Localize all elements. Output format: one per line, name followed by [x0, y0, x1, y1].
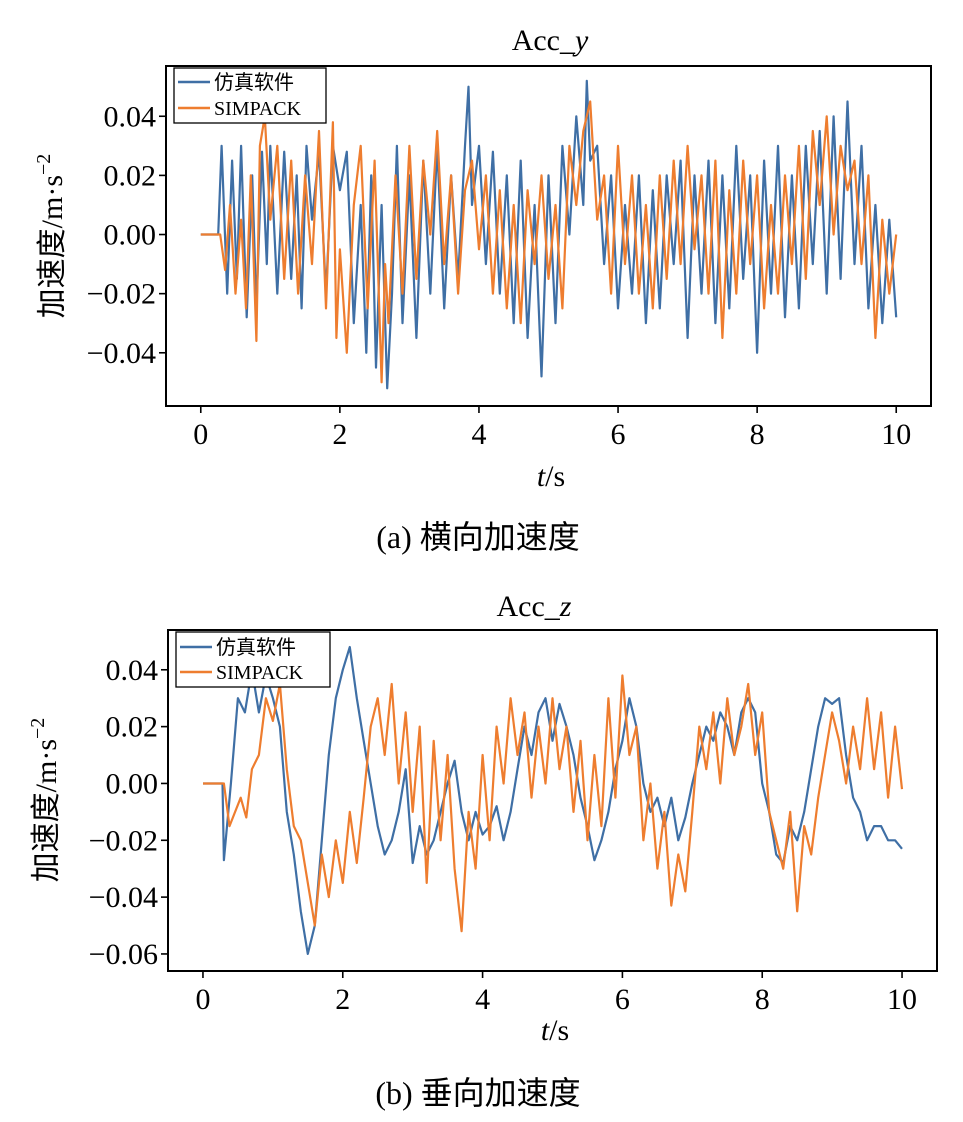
x-tick-label: 6: [615, 983, 630, 1016]
x-tick-label: 10: [881, 418, 911, 451]
y-tick-label: −0.06: [89, 938, 158, 971]
legend: 仿真软件 SIMPACK: [173, 67, 327, 124]
legend-label-sim: 仿真软件: [216, 636, 296, 659]
chart-title: Acc_y: [512, 24, 589, 57]
y-tick-label: 0.00: [106, 767, 159, 800]
x-tick-label: 8: [755, 983, 770, 1016]
legend-label-sim: 仿真软件: [214, 71, 294, 94]
x-tick-label: 2: [335, 983, 350, 1016]
y-tick-label: −0.02: [89, 824, 158, 857]
chart-caption: (a) 横向加速度: [376, 519, 580, 555]
y-tick-label: 0.04: [104, 100, 157, 133]
y-tick-label: −0.04: [87, 337, 156, 370]
chart-caption: (b) 垂向加速度: [375, 1075, 580, 1111]
legend-box: [173, 67, 327, 124]
legend: 仿真软件 SIMPACK: [175, 631, 331, 688]
x-tick-label: 8: [750, 418, 765, 451]
y-tick-label: −0.04: [89, 881, 158, 914]
series-layer: [203, 645, 904, 956]
x-tick-label: 4: [475, 983, 490, 1016]
plot-frame: [167, 629, 938, 972]
x-tick-label: 0: [195, 983, 210, 1016]
chart-acc-z: Acc_z 0 2 4 6 8 10 −0.06 −0.04 −0.02 0.00 0.02 0.04…: [27, 590, 938, 1111]
y-tick-label: 0.04: [106, 654, 159, 687]
legend-box: [175, 631, 331, 688]
x-tick-label: 2: [332, 418, 347, 451]
x-tick-label: 0: [193, 418, 208, 451]
y-tick-label: −0.02: [87, 278, 156, 311]
series-line-simpack: [203, 674, 904, 933]
y-tick-label: 0.02: [104, 159, 157, 192]
x-axis-label: t/s: [541, 1014, 569, 1047]
series-line-sim: [200, 79, 898, 390]
chart-title: Acc_z: [497, 590, 572, 623]
series-line-simpack: [200, 100, 898, 384]
x-tick-label: 10: [887, 983, 917, 1016]
y-tick-label: 0.00: [104, 219, 157, 252]
legend-label-simpack: SIMPACK: [216, 662, 304, 684]
plot-frame: [165, 65, 932, 407]
axis-ticks: 0 2 4 6 8 10 −0.04 −0.02 0.00 0.02 0.04: [87, 100, 912, 451]
x-axis-label: t/s: [537, 460, 565, 493]
legend-label-simpack: SIMPACK: [214, 98, 302, 120]
y-axis-label: 加速度/m·s−2: [27, 718, 63, 883]
y-axis-label: 加速度/m·s−2: [33, 154, 69, 319]
series-layer: [200, 79, 898, 390]
y-tick-label: 0.02: [106, 711, 159, 744]
chart-acc-y: Acc_y 0 2 4 6 8 10 −0.04 −0.02 0.00 0.02 0.04 仿真软件…: [33, 24, 932, 555]
axis-ticks: 0 2 4 6 8 10 −0.06 −0.04 −0.02 0.00 0.02 0.04: [89, 654, 917, 1016]
x-tick-label: 6: [611, 418, 626, 451]
x-tick-label: 4: [471, 418, 486, 451]
